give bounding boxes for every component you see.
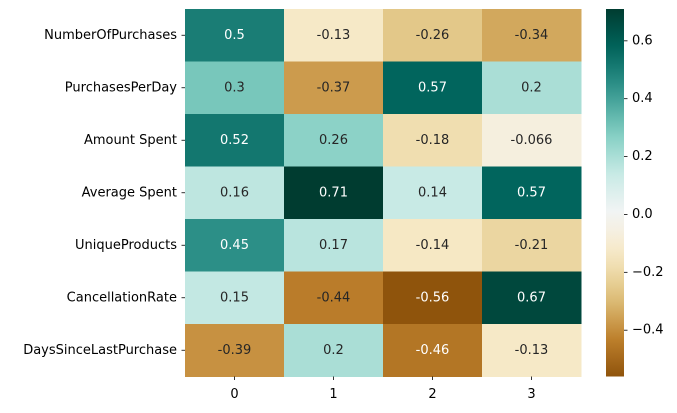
cell-value-label: 0.52 (220, 133, 249, 148)
heatmap-cell (482, 166, 582, 220)
heatmap-cell (383, 324, 483, 377)
heatmap-cell (383, 9, 483, 62)
column-tick-label: 2 (428, 387, 436, 402)
cell-value-label: -0.13 (515, 343, 549, 358)
cell-value-label: 0.15 (220, 290, 249, 305)
cell-value-label: -0.56 (416, 290, 450, 305)
cell-value-label: 0.3 (224, 80, 245, 95)
heatmap-cell (284, 271, 384, 325)
cell-value-label: -0.18 (416, 133, 450, 148)
row-tick-label: CancellationRate (67, 290, 177, 305)
column-tick-label: 0 (230, 387, 238, 402)
heatmap-cell (284, 166, 384, 220)
cell-value-label: 0.57 (418, 80, 447, 95)
row-tick-label: DaysSinceLastPurchase (23, 343, 177, 358)
heatmap-cell (482, 9, 582, 62)
column-tick-label: 3 (527, 387, 535, 402)
cell-value-label: -0.26 (416, 28, 450, 43)
colorbar-tick-label: 0.4 (632, 91, 653, 106)
heatmap-cell (284, 9, 384, 62)
colorbar (606, 9, 624, 377)
heatmap-cell (185, 166, 285, 220)
heatmap-cell (383, 61, 483, 115)
colorbar-tick-label: −0.4 (632, 323, 664, 338)
column-tick-labels: 0 1 2 3 (230, 376, 536, 402)
heatmap-cell (383, 166, 483, 220)
row-tick-labels: NumberOfPurchases PurchasesPerDay Amount S… (23, 28, 185, 358)
cell-value-label: -0.37 (317, 80, 351, 95)
colorbar-tick-label: 0.6 (632, 33, 653, 48)
heatmap-cell (185, 61, 285, 115)
cell-value-label: 0.45 (220, 238, 249, 253)
row-tick-label: Amount Spent (84, 133, 177, 148)
heatmap-cell (482, 271, 582, 325)
heatmap-cell (185, 9, 285, 62)
cell-value-label: -0.13 (317, 28, 351, 43)
heatmap-cell (482, 61, 582, 115)
colorbar-ticks: 0.6 0.4 0.2 0.0 −0.2 −0.4 (624, 33, 664, 338)
heatmap-cell (284, 61, 384, 115)
heatmap-cell (383, 219, 483, 272)
row-tick-label: PurchasesPerDay (65, 80, 178, 95)
heatmap-cell (482, 219, 582, 272)
heatmap-cell (383, 114, 483, 167)
heatmap-cell (185, 114, 285, 167)
cell-value-label: 0.71 (319, 185, 348, 200)
heatmap-cell (185, 324, 285, 377)
cell-value-label: 0.2 (323, 343, 344, 358)
cell-value-label: -0.21 (515, 238, 549, 253)
cell-value-label: 0.57 (517, 185, 546, 200)
heatmap-cell (383, 271, 483, 325)
cell-value-label: 0.16 (220, 185, 249, 200)
row-tick-label: Average Spent (82, 185, 177, 200)
cell-value-label: -0.46 (416, 343, 450, 358)
colorbar-tick-label: −0.2 (632, 265, 664, 280)
cell-value-label: -0.39 (218, 343, 252, 358)
row-tick-label: NumberOfPurchases (44, 28, 177, 43)
heatmap-cells (185, 9, 582, 377)
cell-value-label: 0.14 (418, 185, 447, 200)
cell-value-label: 0.67 (517, 290, 546, 305)
cell-value-label: -0.066 (511, 133, 553, 148)
heatmap-cell (482, 114, 582, 167)
colorbar-tick-label: 0.0 (632, 207, 653, 222)
colorbar-tick-label: 0.2 (632, 149, 653, 164)
cell-value-label: 0.2 (521, 80, 542, 95)
cell-value-label: -0.44 (317, 290, 351, 305)
heatmap-cell (284, 324, 384, 377)
cell-value-label: -0.14 (416, 238, 450, 253)
heatmap-cell (185, 219, 285, 272)
cell-value-label: -0.34 (515, 28, 549, 43)
heatmap-cell (185, 271, 285, 325)
cell-value-label: 0.5 (224, 28, 245, 43)
heatmap-cell (482, 324, 582, 377)
heatmap-cell-labels: 0.5 -0.13 -0.26 -0.34 0.3 -0.37 0.57 0.2 0.52 0.2… (218, 28, 553, 358)
heatmap-cell (284, 114, 384, 167)
cell-value-label: 0.17 (319, 238, 348, 253)
cell-value-label: 0.26 (319, 133, 348, 148)
row-tick-label: UniqueProducts (75, 238, 177, 253)
heatmap-cell (284, 219, 384, 272)
column-tick-label: 1 (329, 387, 337, 402)
